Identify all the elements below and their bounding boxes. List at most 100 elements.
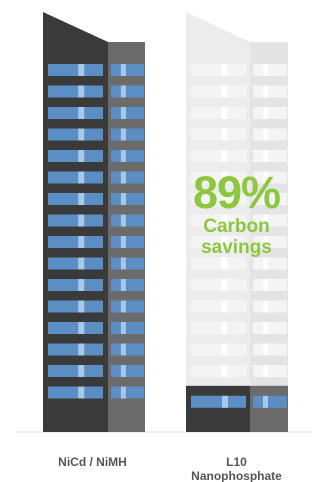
tower-nicd-window-left-7 bbox=[48, 215, 103, 227]
tower-nicd-window-right-7 bbox=[111, 215, 144, 227]
tower-nicd-window-left-12 bbox=[48, 322, 103, 334]
category-label-l10: L10 Nanophosphate bbox=[170, 455, 303, 482]
tower-l10-ghost-window-right-highlight-14 bbox=[263, 365, 268, 377]
tower-nicd-window-left-8 bbox=[48, 236, 103, 248]
tower-nicd-window-left-highlight-7 bbox=[78, 215, 84, 227]
tower-nicd-window-left-highlight-2 bbox=[78, 107, 84, 119]
tower-nicd-window-right-14 bbox=[111, 365, 144, 377]
tower-l10-ghost-window-left-4 bbox=[191, 150, 246, 162]
tower-nicd-window-left-3 bbox=[48, 129, 103, 141]
tower-l10-ghost-window-right-highlight-0 bbox=[263, 64, 268, 76]
tower-l10-ghost-window-left-0 bbox=[191, 64, 246, 76]
tower-l10-ghost-window-left-14 bbox=[191, 365, 246, 377]
tower-nicd-window-left-highlight-11 bbox=[78, 301, 84, 313]
tower-nicd-window-left-9 bbox=[48, 258, 103, 270]
tower-nicd-window-left-14 bbox=[48, 365, 103, 377]
tower-nicd-window-right-8 bbox=[111, 236, 144, 248]
tower-l10-ghost-window-left-12 bbox=[191, 322, 246, 334]
tower-nicd-window-right-highlight-6 bbox=[121, 193, 126, 205]
tower-l10-ghost-window-right-1 bbox=[253, 86, 287, 98]
tower-l10-ghost-window-left-2 bbox=[191, 107, 246, 119]
tower-nicd-window-left-highlight-13 bbox=[78, 344, 84, 356]
tower-nicd-window-left-15 bbox=[48, 387, 103, 399]
tower-l10-ghost-window-left-1 bbox=[191, 86, 246, 98]
tower-nicd-window-right-10 bbox=[111, 279, 144, 291]
tower-l10-ghost-window-left-highlight-4 bbox=[221, 150, 227, 162]
tower-nicd-window-left-highlight-6 bbox=[78, 193, 84, 205]
tower-nicd-window-right-highlight-0 bbox=[121, 64, 126, 76]
tower-l10-ghost-window-right-highlight-13 bbox=[263, 344, 268, 356]
tower-l10-ghost-window-left-11 bbox=[191, 301, 246, 313]
tower-nicd-window-right-highlight-2 bbox=[121, 107, 126, 119]
tower-nicd-window-right-2 bbox=[111, 107, 144, 119]
tower-l10-ghost-window-left-13 bbox=[191, 344, 246, 356]
tower-l10-window-left-highlight bbox=[222, 396, 228, 408]
tower-l10-ghost-window-right-highlight-9 bbox=[263, 258, 268, 270]
tower-nicd-window-left-highlight-0 bbox=[78, 64, 84, 76]
tower-l10-ghost-window-left-highlight-10 bbox=[221, 279, 227, 291]
tower-l10-ghost-window-left-highlight-3 bbox=[221, 129, 227, 141]
tower-l10-ghost-window-right-highlight-1 bbox=[263, 86, 268, 98]
tower-nicd-window-left-highlight-12 bbox=[78, 322, 84, 334]
tower-l10-ghost-window-left-highlight-11 bbox=[221, 301, 227, 313]
tower-nicd-window-left-highlight-5 bbox=[78, 172, 84, 184]
tower-nicd-window-right-3 bbox=[111, 129, 144, 141]
tower-l10-ghost-window-right-highlight-10 bbox=[263, 279, 268, 291]
tower-nicd-window-left-6 bbox=[48, 193, 103, 205]
tower-l10-ghost-window-right-2 bbox=[253, 107, 287, 119]
tower-l10-ghost-window-right-9 bbox=[253, 258, 287, 270]
tower-nicd-window-right-1 bbox=[111, 86, 144, 98]
tower-nicd-window-left-11 bbox=[48, 301, 103, 313]
tower-l10-ghost-window-left-highlight-9 bbox=[221, 258, 227, 270]
tower-nicd-window-right-0 bbox=[111, 64, 144, 76]
tower-l10-ghost-window-left-10 bbox=[191, 279, 246, 291]
category-label-nicd: NiCd / NiMH bbox=[35, 455, 150, 469]
tower-nicd-window-left-highlight-9 bbox=[78, 258, 84, 270]
tower-l10-ghost-window-right-highlight-2 bbox=[263, 107, 268, 119]
tower-nicd-window-left-highlight-8 bbox=[78, 236, 84, 248]
tower-nicd-window-left-highlight-4 bbox=[78, 150, 84, 162]
tower-nicd-window-left-highlight-14 bbox=[78, 365, 84, 377]
tower-l10-ghost-window-left-highlight-0 bbox=[221, 64, 227, 76]
tower-l10-ghost-window-right-highlight-4 bbox=[263, 150, 268, 162]
tower-l10-ghost-window-right-3 bbox=[253, 129, 287, 141]
tower-nicd-window-right-9 bbox=[111, 258, 144, 270]
tower-nicd-window-right-4 bbox=[111, 150, 144, 162]
tower-l10-ghost-window-right-highlight-12 bbox=[263, 322, 268, 334]
tower-nicd-window-left-13 bbox=[48, 344, 103, 356]
tower-nicd-window-left-1 bbox=[48, 86, 103, 98]
tower-nicd-window-right-highlight-13 bbox=[121, 344, 126, 356]
tower-l10-window-right bbox=[253, 396, 287, 408]
tower-nicd-window-right-highlight-4 bbox=[121, 150, 126, 162]
tower-l10-ghost-window-right-13 bbox=[253, 344, 287, 356]
tower-l10-ghost-window-left-highlight-14 bbox=[221, 365, 227, 377]
tower-nicd-window-left-highlight-15 bbox=[78, 387, 84, 399]
tower-l10-ghost-window-left-highlight-13 bbox=[221, 344, 227, 356]
tower-nicd-window-right-13 bbox=[111, 344, 144, 356]
tower-l10-ghost-window-left-highlight-2 bbox=[221, 107, 227, 119]
tower-nicd-window-left-10 bbox=[48, 279, 103, 291]
tower-l10-ghost-window-right-4 bbox=[253, 150, 287, 162]
tower-nicd-window-right-15 bbox=[111, 387, 144, 399]
tower-l10-ghost-window-left-highlight-12 bbox=[221, 322, 227, 334]
tower-nicd-window-right-highlight-3 bbox=[121, 129, 126, 141]
tower-l10-window-left bbox=[191, 396, 246, 408]
tower-nicd-window-right-highlight-9 bbox=[121, 258, 126, 270]
tower-nicd-window-right-highlight-12 bbox=[121, 322, 126, 334]
tower-nicd-window-left-highlight-1 bbox=[78, 86, 84, 98]
tower-nicd-window-left-5 bbox=[48, 172, 103, 184]
tower-nicd-window-right-highlight-7 bbox=[121, 215, 126, 227]
tower-l10-window-right-highlight bbox=[263, 396, 268, 408]
tower-nicd-window-right-highlight-15 bbox=[121, 387, 126, 399]
tower-nicd-window-right-11 bbox=[111, 301, 144, 313]
tower-l10-ghost-window-right-10 bbox=[253, 279, 287, 291]
tower-nicd-window-left-2 bbox=[48, 107, 103, 119]
tower-l10-ghost-window-right-12 bbox=[253, 322, 287, 334]
category-label-l10-line2: Nanophosphate bbox=[191, 469, 282, 482]
savings-caption: Carbon savings bbox=[180, 216, 293, 258]
tower-l10-ghost-window-right-0 bbox=[253, 64, 287, 76]
tower-nicd-window-right-5 bbox=[111, 172, 144, 184]
tower-nicd-window-right-6 bbox=[111, 193, 144, 205]
tower-nicd-window-right-highlight-14 bbox=[121, 365, 126, 377]
